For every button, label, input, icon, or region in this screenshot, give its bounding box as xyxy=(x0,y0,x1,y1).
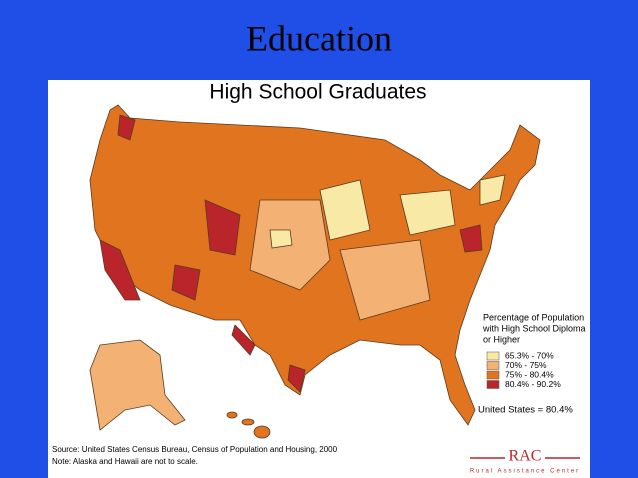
region xyxy=(459,224,483,253)
region xyxy=(399,189,456,236)
region xyxy=(287,364,306,393)
region xyxy=(204,199,241,256)
legend-label: 70% - 75% xyxy=(505,360,547,370)
legend-label: 75% - 80.4% xyxy=(505,369,554,379)
hawaii xyxy=(226,411,238,419)
us-map xyxy=(89,104,541,439)
source: Source: United States Census Bureau, Cen… xyxy=(52,445,338,454)
map-title: High School Graduates xyxy=(209,81,426,104)
logo-name: RAC xyxy=(509,448,542,465)
national-value: United States = 80.4% xyxy=(478,405,573,416)
legend-title: Percentage of Population xyxy=(483,312,584,322)
legend-title: or Higher xyxy=(483,334,520,344)
legend-label: 65.3% - 70% xyxy=(505,350,554,360)
slide-title: Education xyxy=(246,18,392,58)
legend-title: with High School Diploma xyxy=(482,323,586,333)
region xyxy=(269,229,293,249)
region xyxy=(479,174,506,206)
region xyxy=(231,324,256,356)
region xyxy=(339,239,431,321)
legend-swatch xyxy=(486,380,500,389)
note: Note: Alaska and Hawaii are not to scale… xyxy=(52,457,198,466)
region xyxy=(171,264,201,301)
region xyxy=(117,114,136,141)
legend-swatch xyxy=(486,361,500,370)
legend-swatch xyxy=(486,351,500,361)
hawaii xyxy=(241,418,255,426)
logo-tagline: Rural Assistance Center xyxy=(470,469,580,475)
legend-swatch xyxy=(486,370,500,380)
region xyxy=(319,179,371,241)
hawaii xyxy=(253,425,271,439)
alaska xyxy=(89,339,186,431)
region xyxy=(99,239,141,301)
legend-label: 80.4% - 90.2% xyxy=(505,379,561,389)
